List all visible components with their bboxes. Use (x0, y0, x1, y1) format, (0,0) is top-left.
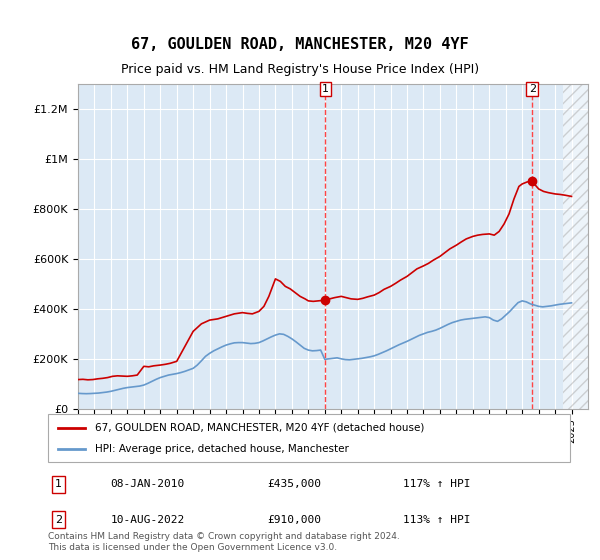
Text: 08-JAN-2010: 08-JAN-2010 (110, 479, 185, 489)
Text: 2: 2 (529, 84, 536, 94)
Text: 10-AUG-2022: 10-AUG-2022 (110, 515, 185, 525)
Bar (563, 84, 588, 409)
Text: HPI: Average price, detached house, Manchester: HPI: Average price, detached house, Manc… (95, 444, 349, 454)
FancyBboxPatch shape (48, 414, 570, 462)
Text: 1: 1 (55, 479, 62, 489)
Text: Price paid vs. HM Land Registry's House Price Index (HPI): Price paid vs. HM Land Registry's House … (121, 63, 479, 77)
Text: 67, GOULDEN ROAD, MANCHESTER, M20 4YF: 67, GOULDEN ROAD, MANCHESTER, M20 4YF (131, 38, 469, 52)
Text: £435,000: £435,000 (267, 479, 321, 489)
Text: £910,000: £910,000 (267, 515, 321, 525)
Text: 117% ↑ HPI: 117% ↑ HPI (403, 479, 470, 489)
Text: Contains HM Land Registry data © Crown copyright and database right 2024.
This d: Contains HM Land Registry data © Crown c… (48, 532, 400, 552)
Text: 113% ↑ HPI: 113% ↑ HPI (403, 515, 470, 525)
Text: 67, GOULDEN ROAD, MANCHESTER, M20 4YF (detached house): 67, GOULDEN ROAD, MANCHESTER, M20 4YF (d… (95, 423, 424, 433)
Text: 1: 1 (322, 84, 329, 94)
Text: 2: 2 (55, 515, 62, 525)
